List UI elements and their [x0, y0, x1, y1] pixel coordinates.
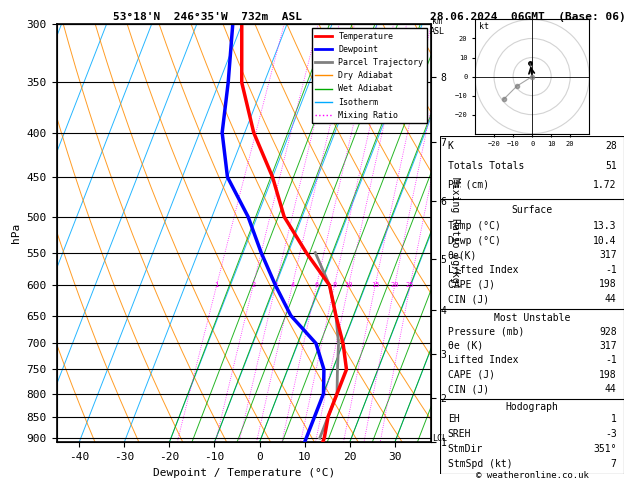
Text: 53°18'N  246°35'W  732m  ASL: 53°18'N 246°35'W 732m ASL: [113, 12, 302, 22]
Text: 198: 198: [599, 279, 616, 290]
Text: 317: 317: [599, 341, 616, 351]
Text: θe(K): θe(K): [448, 250, 477, 260]
Text: 20: 20: [391, 282, 399, 288]
Text: Hodograph: Hodograph: [506, 402, 559, 412]
Text: -1: -1: [605, 265, 616, 275]
Text: Temp (°C): Temp (°C): [448, 221, 501, 231]
Text: 44: 44: [605, 294, 616, 304]
Text: Lifted Index: Lifted Index: [448, 265, 518, 275]
Text: 44: 44: [605, 384, 616, 394]
Text: 1: 1: [611, 414, 616, 424]
Legend: Temperature, Dewpoint, Parcel Trajectory, Dry Adiabat, Wet Adiabat, Isotherm, Mi: Temperature, Dewpoint, Parcel Trajectory…: [312, 29, 426, 123]
Text: 351°: 351°: [593, 444, 616, 454]
Text: 2: 2: [251, 282, 255, 288]
Text: 28: 28: [605, 141, 616, 151]
Text: 1.72: 1.72: [593, 180, 616, 190]
Text: km
ASL: km ASL: [430, 17, 445, 36]
Text: © weatheronline.co.uk: © weatheronline.co.uk: [476, 471, 589, 480]
Text: Surface: Surface: [511, 205, 553, 215]
Text: SREH: SREH: [448, 429, 471, 439]
Text: -3: -3: [605, 429, 616, 439]
Text: Dewp (°C): Dewp (°C): [448, 236, 501, 246]
Text: 10.4: 10.4: [593, 236, 616, 246]
Text: Lifted Index: Lifted Index: [448, 355, 518, 365]
Y-axis label: hPa: hPa: [11, 223, 21, 243]
Text: CIN (J): CIN (J): [448, 384, 489, 394]
Text: PW (cm): PW (cm): [448, 180, 489, 190]
Text: 4: 4: [290, 282, 294, 288]
Text: Totals Totals: Totals Totals: [448, 160, 524, 171]
X-axis label: Dewpoint / Temperature (°C): Dewpoint / Temperature (°C): [153, 468, 335, 478]
Text: 13.3: 13.3: [593, 221, 616, 231]
Text: Pressure (mb): Pressure (mb): [448, 327, 524, 337]
Text: CAPE (J): CAPE (J): [448, 279, 494, 290]
Text: -1: -1: [605, 355, 616, 365]
Text: 3: 3: [274, 282, 278, 288]
Text: CIN (J): CIN (J): [448, 294, 489, 304]
Text: StmSpd (kt): StmSpd (kt): [448, 459, 512, 469]
Text: 7: 7: [611, 459, 616, 469]
Text: 15: 15: [371, 282, 379, 288]
Text: 25: 25: [406, 282, 415, 288]
Text: 51: 51: [605, 160, 616, 171]
Text: 6: 6: [314, 282, 319, 288]
Text: 928: 928: [599, 327, 616, 337]
Text: StmDir: StmDir: [448, 444, 483, 454]
Text: Most Unstable: Most Unstable: [494, 313, 571, 323]
Text: kt: kt: [479, 22, 489, 31]
Text: θe (K): θe (K): [448, 341, 483, 351]
Text: 8: 8: [332, 282, 337, 288]
Text: 198: 198: [599, 370, 616, 380]
Text: CAPE (J): CAPE (J): [448, 370, 494, 380]
Text: 28.06.2024  06GMT  (Base: 06): 28.06.2024 06GMT (Base: 06): [430, 12, 626, 22]
Text: EH: EH: [448, 414, 459, 424]
Text: 10: 10: [344, 282, 353, 288]
Text: 1: 1: [214, 282, 219, 288]
Text: 317: 317: [599, 250, 616, 260]
Text: LCL: LCL: [432, 434, 447, 443]
Y-axis label: Mixing Ratio (g/kg): Mixing Ratio (g/kg): [450, 177, 460, 289]
Text: K: K: [448, 141, 454, 151]
